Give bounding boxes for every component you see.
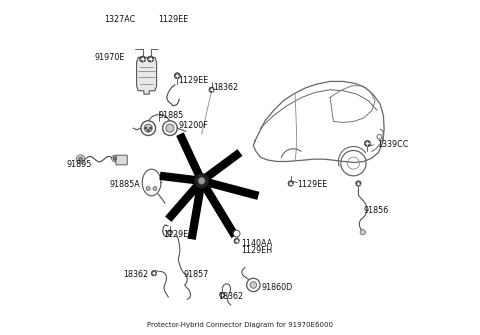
Circle shape xyxy=(288,181,293,186)
Circle shape xyxy=(163,121,177,135)
Circle shape xyxy=(145,127,147,129)
Circle shape xyxy=(234,238,240,244)
Circle shape xyxy=(153,187,157,191)
Circle shape xyxy=(174,73,180,79)
Circle shape xyxy=(153,272,155,274)
Circle shape xyxy=(194,174,209,188)
Circle shape xyxy=(76,155,85,163)
Circle shape xyxy=(146,187,150,191)
Circle shape xyxy=(236,240,238,242)
FancyBboxPatch shape xyxy=(116,155,127,165)
Circle shape xyxy=(247,278,260,291)
Text: 91860D: 91860D xyxy=(262,283,293,292)
Circle shape xyxy=(357,182,360,185)
Circle shape xyxy=(209,87,214,92)
Circle shape xyxy=(250,282,257,288)
Circle shape xyxy=(364,140,371,146)
Circle shape xyxy=(377,134,382,139)
Circle shape xyxy=(169,231,171,234)
Text: 1140AA: 1140AA xyxy=(240,239,272,248)
Text: 1129EE: 1129EE xyxy=(178,76,208,85)
Circle shape xyxy=(289,182,292,185)
Circle shape xyxy=(147,129,149,131)
Text: 1129EE: 1129EE xyxy=(158,14,189,23)
Circle shape xyxy=(79,157,83,161)
Circle shape xyxy=(167,230,173,235)
Text: 91856: 91856 xyxy=(363,206,389,215)
Circle shape xyxy=(151,271,156,276)
Text: 91895: 91895 xyxy=(66,160,92,169)
Text: 91970E: 91970E xyxy=(95,53,125,62)
Circle shape xyxy=(149,58,152,60)
Circle shape xyxy=(198,178,205,184)
Circle shape xyxy=(166,124,174,132)
Polygon shape xyxy=(137,57,156,94)
Text: 91200F: 91200F xyxy=(178,121,208,130)
Circle shape xyxy=(221,294,224,296)
Text: 18362: 18362 xyxy=(218,292,243,302)
Circle shape xyxy=(210,88,213,91)
Circle shape xyxy=(366,142,369,145)
Circle shape xyxy=(360,229,365,235)
Text: 91885: 91885 xyxy=(158,111,183,120)
Text: 1339CC: 1339CC xyxy=(377,140,408,149)
Circle shape xyxy=(176,74,179,77)
Text: 1129EH: 1129EH xyxy=(240,247,272,255)
Text: 18362: 18362 xyxy=(123,270,148,279)
Circle shape xyxy=(141,58,144,60)
Circle shape xyxy=(220,292,225,297)
Circle shape xyxy=(233,230,240,237)
Circle shape xyxy=(111,155,118,162)
Circle shape xyxy=(140,56,145,62)
Circle shape xyxy=(144,124,152,132)
Text: 1129EE: 1129EE xyxy=(163,230,193,240)
Circle shape xyxy=(113,157,117,160)
Text: 1327AC: 1327AC xyxy=(104,14,135,23)
Text: 1129EE: 1129EE xyxy=(297,180,327,189)
Circle shape xyxy=(147,56,154,62)
Circle shape xyxy=(150,127,152,129)
Circle shape xyxy=(356,181,361,186)
Circle shape xyxy=(141,121,156,135)
Text: 18362: 18362 xyxy=(213,83,239,92)
Text: 91857: 91857 xyxy=(183,270,209,279)
Text: Protector-Hybrid Connector Diagram for 91970E6000: Protector-Hybrid Connector Diagram for 9… xyxy=(147,322,333,328)
Text: 91885A: 91885A xyxy=(109,180,140,189)
Circle shape xyxy=(377,134,382,139)
